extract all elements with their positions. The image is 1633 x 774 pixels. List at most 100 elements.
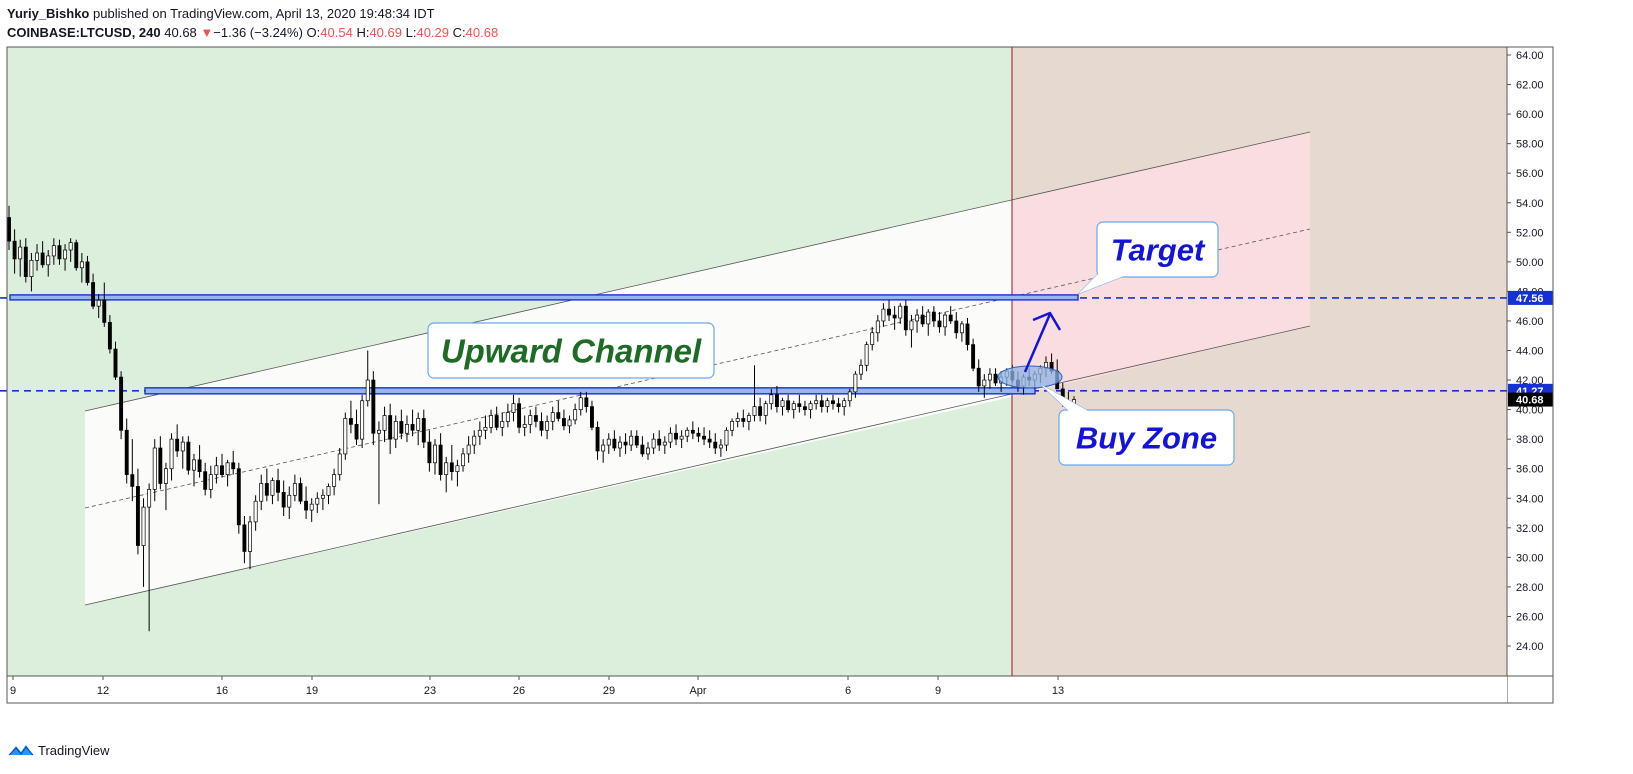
candle[interactable]	[690, 421, 695, 440]
candle[interactable]	[444, 456, 449, 493]
tradingview-footer[interactable]: TradingView	[8, 742, 110, 758]
candle[interactable]	[57, 239, 62, 265]
candle[interactable]	[393, 415, 398, 449]
candle[interactable]	[79, 252, 84, 283]
candle[interactable]	[724, 427, 729, 451]
candle[interactable]	[774, 385, 779, 413]
candle[interactable]	[197, 445, 202, 478]
candle[interactable]	[618, 436, 622, 457]
candle[interactable]	[298, 477, 303, 505]
candle[interactable]	[926, 309, 931, 336]
candle[interactable]	[35, 244, 39, 271]
candle[interactable]	[679, 430, 684, 449]
candle[interactable]	[948, 306, 953, 324]
candle[interactable]	[959, 320, 964, 342]
candle[interactable]	[152, 439, 157, 502]
buy-zone-ellipse[interactable]	[997, 365, 1063, 389]
candle[interactable]	[433, 439, 437, 475]
candle[interactable]	[124, 418, 129, 484]
author-name[interactable]: Yuriy_Bishko	[7, 6, 90, 21]
candle[interactable]	[685, 427, 690, 443]
candle[interactable]	[186, 436, 191, 475]
candle[interactable]	[545, 415, 550, 440]
candle[interactable]	[242, 515, 247, 564]
candle[interactable]	[320, 489, 325, 511]
candle[interactable]	[971, 338, 976, 372]
candle[interactable]	[225, 459, 230, 487]
candle[interactable]	[993, 368, 998, 386]
candle[interactable]	[477, 421, 482, 446]
candle[interactable]	[315, 492, 320, 514]
candle[interactable]	[113, 341, 118, 381]
candle[interactable]	[556, 400, 561, 422]
candle[interactable]	[130, 439, 135, 502]
candle[interactable]	[584, 391, 589, 413]
candle[interactable]	[421, 409, 426, 449]
candle[interactable]	[220, 453, 224, 478]
candle[interactable]	[214, 456, 219, 484]
candle[interactable]	[786, 394, 791, 413]
candle[interactable]	[169, 433, 174, 481]
candle[interactable]	[903, 300, 908, 336]
candle[interactable]	[399, 409, 404, 440]
candle[interactable]	[819, 394, 824, 413]
candle[interactable]	[797, 394, 802, 413]
candle[interactable]	[163, 462, 168, 511]
candle[interactable]	[287, 486, 292, 519]
candle[interactable]	[12, 229, 17, 274]
candle[interactable]	[466, 436, 471, 463]
candle[interactable]	[337, 448, 342, 481]
candle[interactable]	[231, 450, 236, 475]
candle[interactable]	[292, 474, 297, 502]
candle[interactable]	[802, 400, 807, 416]
candle[interactable]	[371, 371, 376, 446]
candle[interactable]	[449, 445, 454, 481]
candle[interactable]	[517, 397, 522, 434]
candle[interactable]	[388, 403, 393, 454]
candle[interactable]	[175, 424, 180, 457]
candle[interactable]	[354, 409, 359, 446]
candle[interactable]	[657, 430, 662, 451]
candle[interactable]	[987, 368, 992, 389]
candle[interactable]	[668, 427, 673, 449]
buy-zone-callout[interactable]: Buy Zone	[1039, 383, 1235, 466]
candle[interactable]	[276, 468, 281, 502]
candle[interactable]	[102, 282, 107, 327]
candle[interactable]	[253, 495, 258, 531]
candle[interactable]	[264, 468, 269, 502]
candle[interactable]	[561, 409, 566, 431]
candle[interactable]	[909, 315, 914, 348]
support-zone-box[interactable]	[144, 387, 1036, 395]
candle[interactable]	[416, 412, 421, 446]
candle[interactable]	[332, 468, 337, 496]
candle[interactable]	[836, 397, 841, 413]
candle[interactable]	[29, 252, 34, 292]
candle[interactable]	[343, 412, 348, 460]
candle[interactable]	[528, 409, 533, 434]
candle[interactable]	[881, 303, 886, 327]
candle[interactable]	[859, 359, 863, 381]
candle[interactable]	[107, 315, 112, 354]
candle[interactable]	[629, 430, 634, 451]
candle[interactable]	[500, 412, 505, 437]
candle[interactable]	[976, 359, 981, 392]
candle[interactable]	[892, 306, 897, 330]
candle[interactable]	[651, 433, 656, 454]
candle[interactable]	[461, 448, 465, 472]
candle[interactable]	[382, 406, 387, 443]
candle[interactable]	[875, 315, 880, 342]
candle[interactable]	[147, 483, 152, 632]
candle[interactable]	[825, 397, 830, 413]
candle[interactable]	[982, 374, 987, 398]
candle[interactable]	[702, 427, 707, 446]
candle[interactable]	[304, 486, 309, 519]
candle[interactable]	[915, 309, 920, 333]
candle[interactable]	[309, 498, 314, 522]
candle[interactable]	[208, 465, 213, 499]
candle[interactable]	[791, 400, 796, 419]
candle[interactable]	[68, 238, 73, 262]
candle[interactable]	[808, 400, 813, 419]
candle[interactable]	[730, 418, 735, 437]
candle[interactable]	[326, 483, 331, 505]
candle[interactable]	[360, 394, 365, 449]
